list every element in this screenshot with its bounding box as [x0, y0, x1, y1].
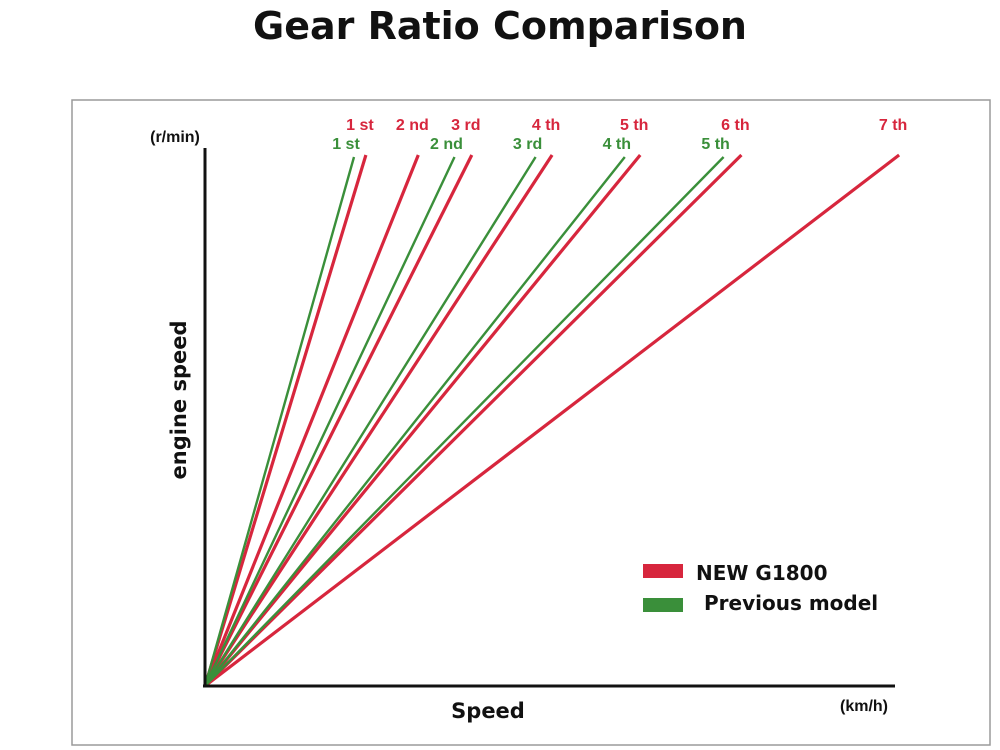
- new-gear-line-4: [203, 154, 554, 687]
- legend-swatch-new: [643, 564, 683, 578]
- new-gear-label-4: 4 th: [532, 117, 560, 134]
- previous-gear-label-4: 4 th: [603, 136, 631, 153]
- previous-gear-line-2: [203, 156, 456, 687]
- new-gear-label-7: 7 th: [879, 117, 907, 134]
- legend-label-new: NEW G1800: [696, 561, 828, 585]
- plot-frame: [71, 99, 991, 746]
- previous-gear-line-1: [203, 156, 356, 687]
- previous-gear-line-3: [203, 156, 537, 687]
- new-gear-label-5: 5 th: [620, 117, 648, 134]
- new-gear-label-6: 6 th: [721, 117, 749, 134]
- new-gear-line-2: [203, 154, 420, 687]
- new-gear-line-6: [203, 153, 743, 688]
- new-gear-line-1: [203, 154, 368, 687]
- new-gear-line-3: [203, 154, 474, 687]
- previous-gear-line-5: [204, 156, 725, 687]
- y-axis-title: engine speed: [167, 321, 191, 480]
- previous-gear-label-1: 1 st: [332, 136, 360, 153]
- chart-title: Gear Ratio Comparison: [253, 4, 747, 48]
- previous-gear-line-4: [204, 156, 626, 687]
- new-gear-line-7: [204, 153, 901, 688]
- legend-label-previous: Previous model: [704, 591, 878, 615]
- new-gear-label-1: 1 st: [346, 117, 374, 134]
- new-gear-label-3: 3 rd: [451, 117, 480, 134]
- previous-gear-label-2: 2 nd: [430, 136, 463, 153]
- new-gear-label-2: 2 nd: [396, 117, 429, 134]
- x-axis-unit: (km/h): [840, 698, 888, 715]
- new-gear-line-5: [203, 153, 642, 688]
- previous-gear-label-5: 5 th: [701, 136, 729, 153]
- legend: NEW G1800 Previous model: [643, 561, 878, 615]
- previous-gear-label-3: 3 rd: [513, 136, 542, 153]
- y-axis-unit: (r/min): [150, 129, 200, 146]
- legend-swatch-previous: [643, 598, 683, 612]
- x-axis-title: Speed: [451, 699, 525, 723]
